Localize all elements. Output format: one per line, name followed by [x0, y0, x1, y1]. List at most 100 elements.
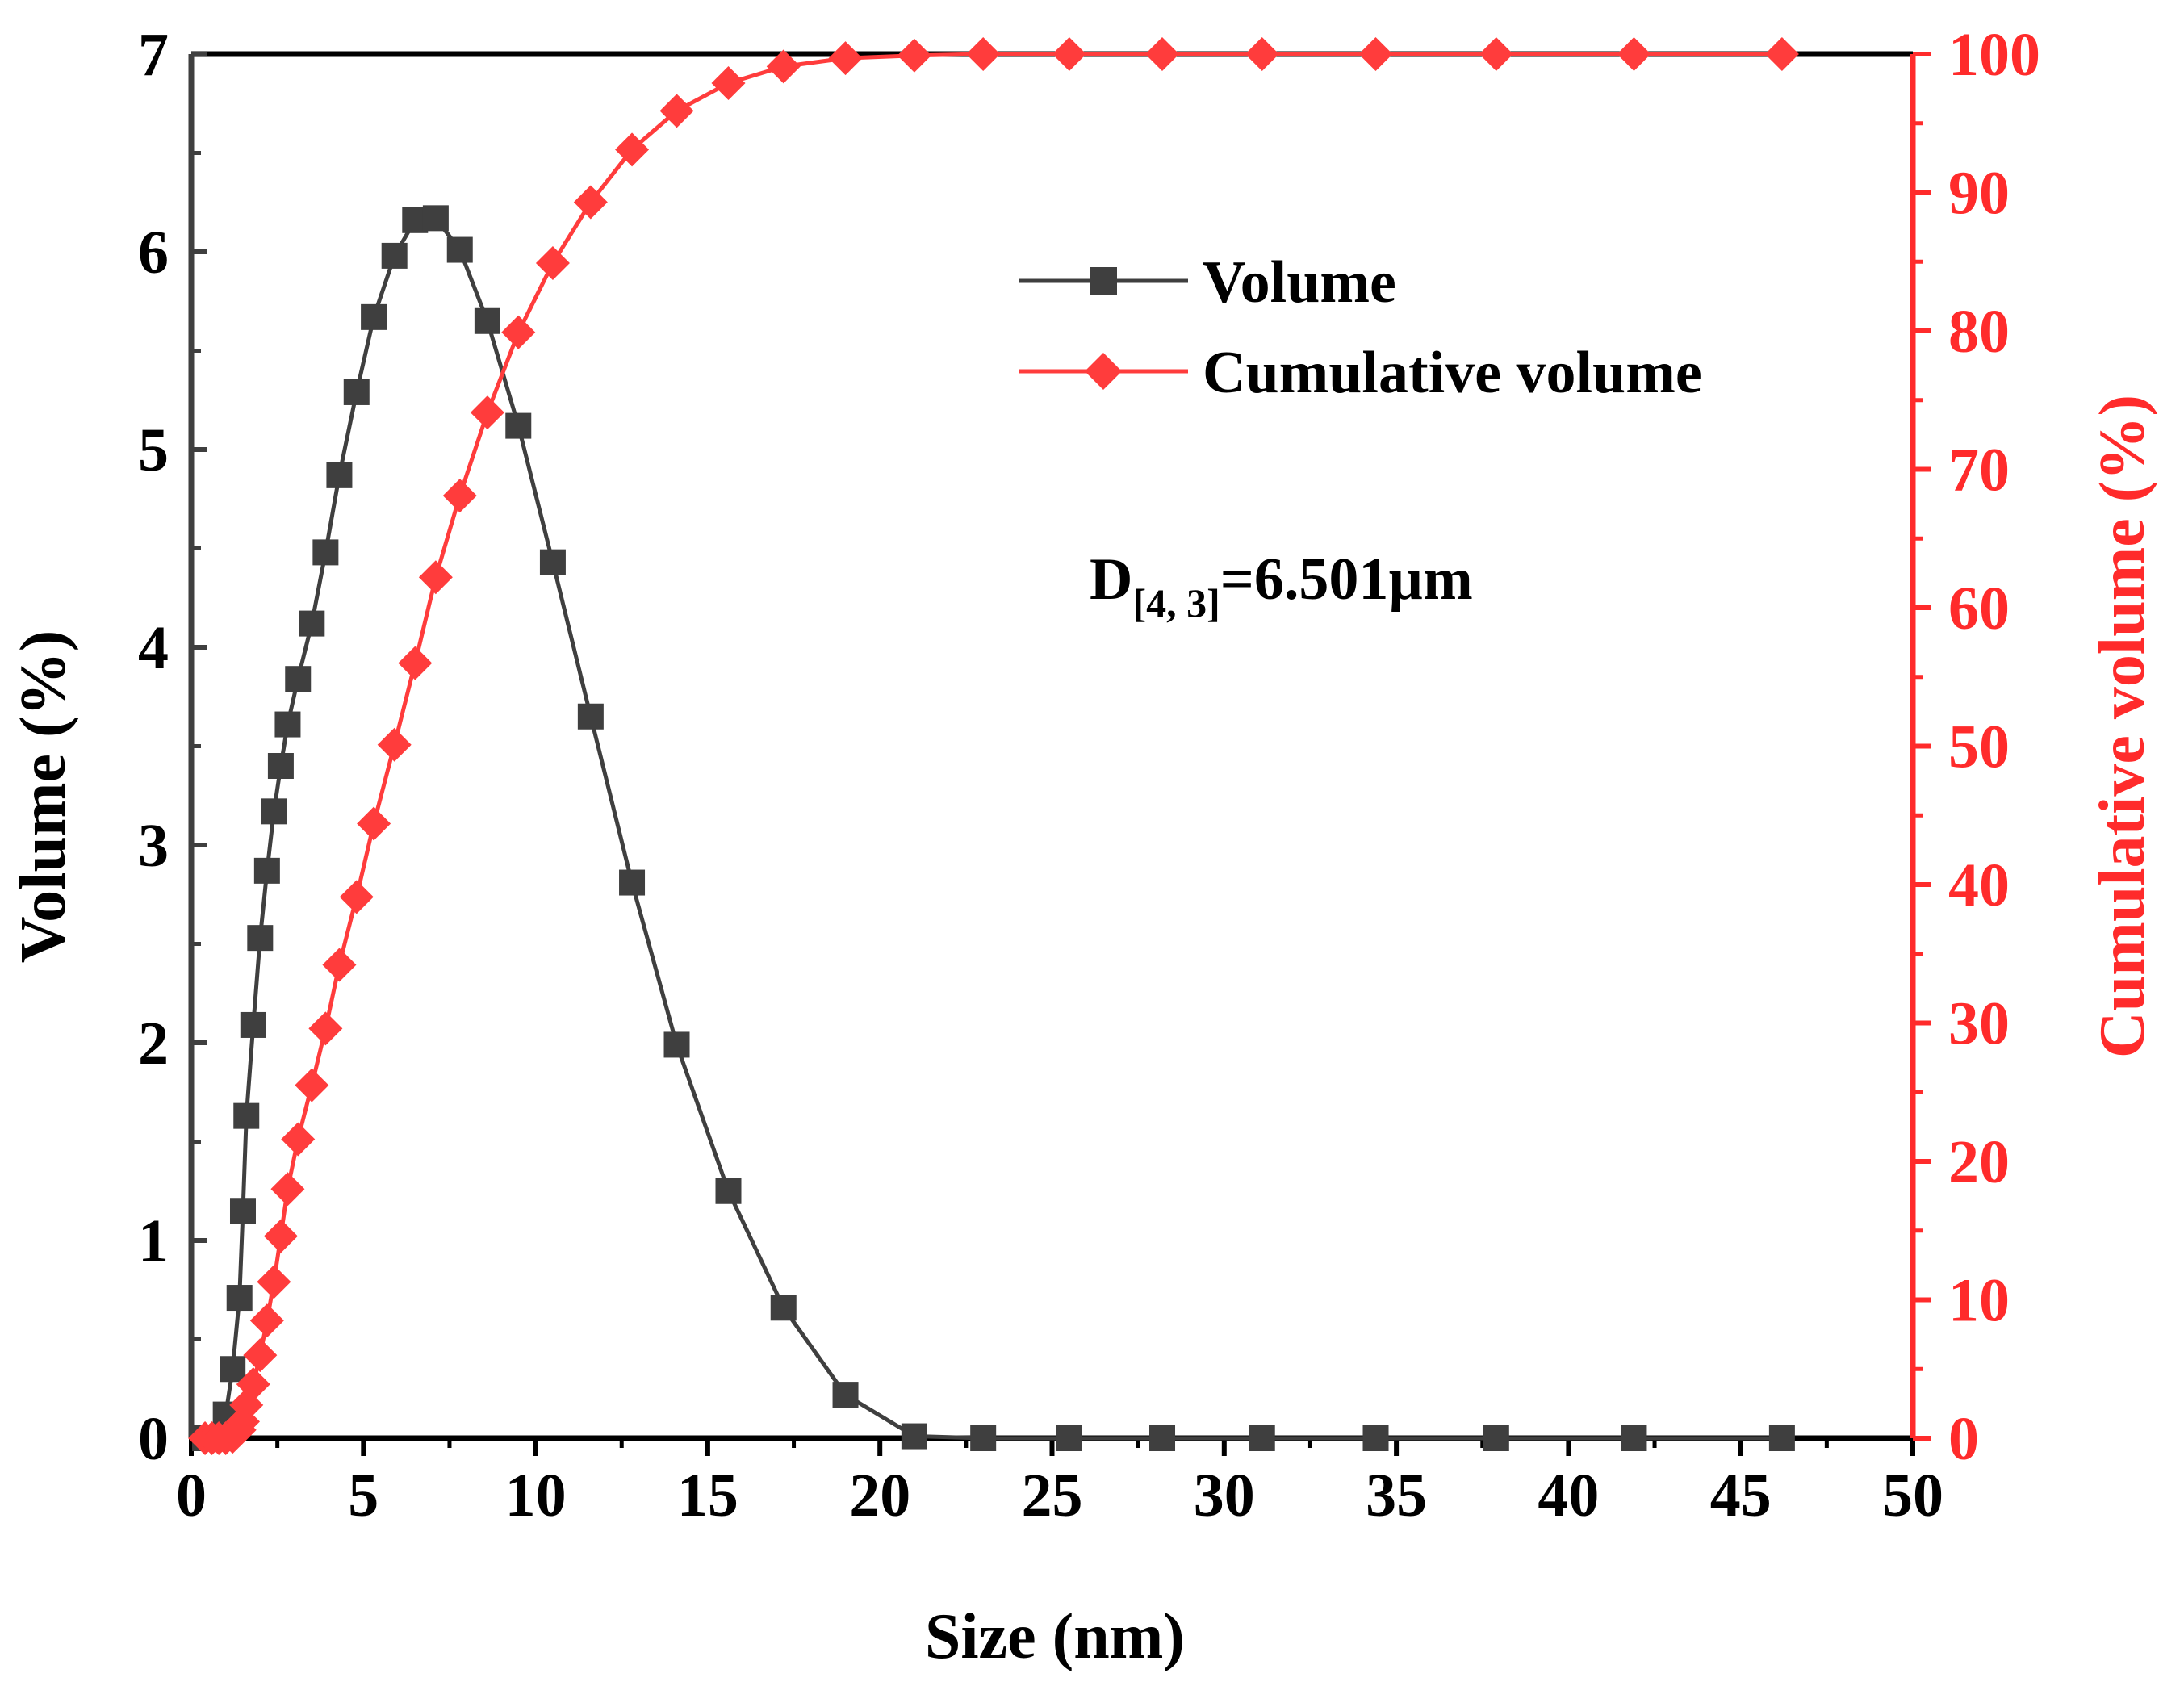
volume-line [205, 215, 1782, 1441]
y2-tick-label: 100 [1948, 21, 2040, 89]
volume-point [226, 1285, 253, 1312]
y2-tick-label: 50 [1948, 713, 2010, 781]
y2-tick-label: 90 [1948, 160, 2010, 228]
volume-point [901, 1423, 927, 1450]
cumulative-volume-point [398, 646, 433, 680]
volume-point [361, 303, 387, 330]
volume-point [343, 379, 370, 405]
volume-point [326, 462, 353, 488]
volume-point [663, 1031, 690, 1058]
cumulative-volume-point [1358, 37, 1393, 71]
volume-point [1149, 1425, 1176, 1451]
axes-layer [188, 51, 1931, 1456]
cumulative-volume-point [1479, 37, 1513, 71]
cumulative-volume-point [263, 1219, 298, 1253]
y-tick-label: 3 [138, 812, 169, 880]
y-tick-label: 6 [138, 219, 169, 287]
y2-tick-label: 60 [1948, 575, 2010, 642]
volume-point [240, 1011, 266, 1038]
cumulative-volume-point [711, 66, 746, 101]
x-tick-label: 10 [505, 1462, 567, 1529]
volume-point [619, 869, 646, 896]
legend-volume-marker [1090, 267, 1117, 295]
y-tick-label: 7 [138, 21, 169, 89]
labels-layer: Size (nm) Volume (%) Cumulative volume (… [8, 21, 2158, 1672]
volume-point [715, 1178, 742, 1204]
series-layer [188, 37, 1799, 1455]
cumulative-volume-point [418, 560, 453, 595]
legend-cumulative-label: Cumulative volume [1203, 340, 1702, 406]
volume-point [233, 1102, 260, 1129]
x-tick-label: 25 [1022, 1462, 1083, 1529]
y2-tick-label: 10 [1948, 1267, 2010, 1335]
volume-point [577, 703, 604, 730]
x-tick-label: 45 [1710, 1462, 1772, 1529]
cumulative-volume-point [377, 727, 412, 762]
volume-point [381, 242, 408, 269]
x-tick-label: 50 [1882, 1462, 1943, 1529]
cumulative-volume-point [659, 94, 694, 128]
cumulative-volume-point [1245, 37, 1279, 71]
volume-point [285, 666, 312, 692]
volume-point [422, 205, 449, 232]
cumulative-volume-point [470, 395, 504, 430]
volume-point [1249, 1425, 1275, 1451]
volume-point [247, 925, 274, 952]
x-tick-label: 35 [1366, 1462, 1427, 1529]
cumulative-volume-line [205, 52, 1782, 1441]
cumulative-volume-point [270, 1172, 305, 1207]
cumulative-volume-point [828, 41, 863, 76]
cumulative-volume-point [501, 315, 536, 349]
y-tick-label: 4 [138, 614, 169, 682]
legend: Volume Cumulative volume [1019, 249, 1702, 406]
y2-tick-label: 40 [1948, 851, 2010, 919]
d43-annotation: D[4, 3]=6.501µm [1090, 546, 1473, 625]
volume-point [253, 857, 280, 884]
volume-point [261, 798, 287, 825]
volume-point [1056, 1425, 1082, 1451]
volume-point [229, 1198, 256, 1224]
cumulative-volume-point [357, 806, 391, 841]
cumulative-volume-point [243, 1338, 278, 1373]
y-tick-label: 5 [138, 416, 169, 484]
cumulative-volume-point [966, 37, 1001, 71]
legend-volume-label: Volume [1203, 249, 1396, 316]
cumulative-volume-point [442, 479, 477, 513]
volume-point [539, 549, 566, 575]
x-tick-label: 5 [348, 1462, 379, 1529]
cumulative-volume-point [322, 948, 357, 982]
y-tick-label: 0 [138, 1405, 169, 1473]
cumulative-volume-point [1764, 37, 1799, 71]
volume-point [312, 539, 339, 566]
cumulative-volume-point [535, 245, 570, 280]
volume-point [274, 711, 301, 738]
volume-point [1768, 1425, 1795, 1451]
y2-tick-label: 0 [1948, 1405, 1979, 1473]
volume-point [267, 753, 294, 779]
cumulative-volume-point [1052, 37, 1086, 71]
x-tick-label: 30 [1194, 1462, 1255, 1529]
y2-tick-label: 20 [1948, 1128, 2010, 1196]
cumulative-volume-point [615, 132, 650, 167]
y-axis-title: Volume (%) [8, 630, 79, 964]
y-tick-label: 1 [138, 1207, 169, 1275]
cumulative-volume-point [308, 1011, 343, 1046]
cumulative-volume-point [295, 1068, 329, 1102]
cumulative-volume-point [1617, 37, 1651, 71]
y2-axis-title: Cumulative volume (%) [2087, 395, 2158, 1058]
volume-point [1621, 1425, 1647, 1451]
volume-point [970, 1425, 997, 1451]
volume-point [505, 412, 532, 439]
cumulative-volume-point [339, 880, 374, 914]
cumulative-volume-point [897, 38, 931, 73]
cumulative-volume-point [766, 49, 801, 84]
y2-tick-label: 70 [1948, 437, 2010, 504]
volume-point [1483, 1425, 1509, 1451]
cumulative-volume-point [236, 1367, 270, 1402]
x-tick-label: 40 [1538, 1462, 1599, 1529]
volume-point [1362, 1425, 1389, 1451]
y-tick-label: 2 [138, 1010, 169, 1077]
cumulative-volume-point [573, 185, 608, 220]
